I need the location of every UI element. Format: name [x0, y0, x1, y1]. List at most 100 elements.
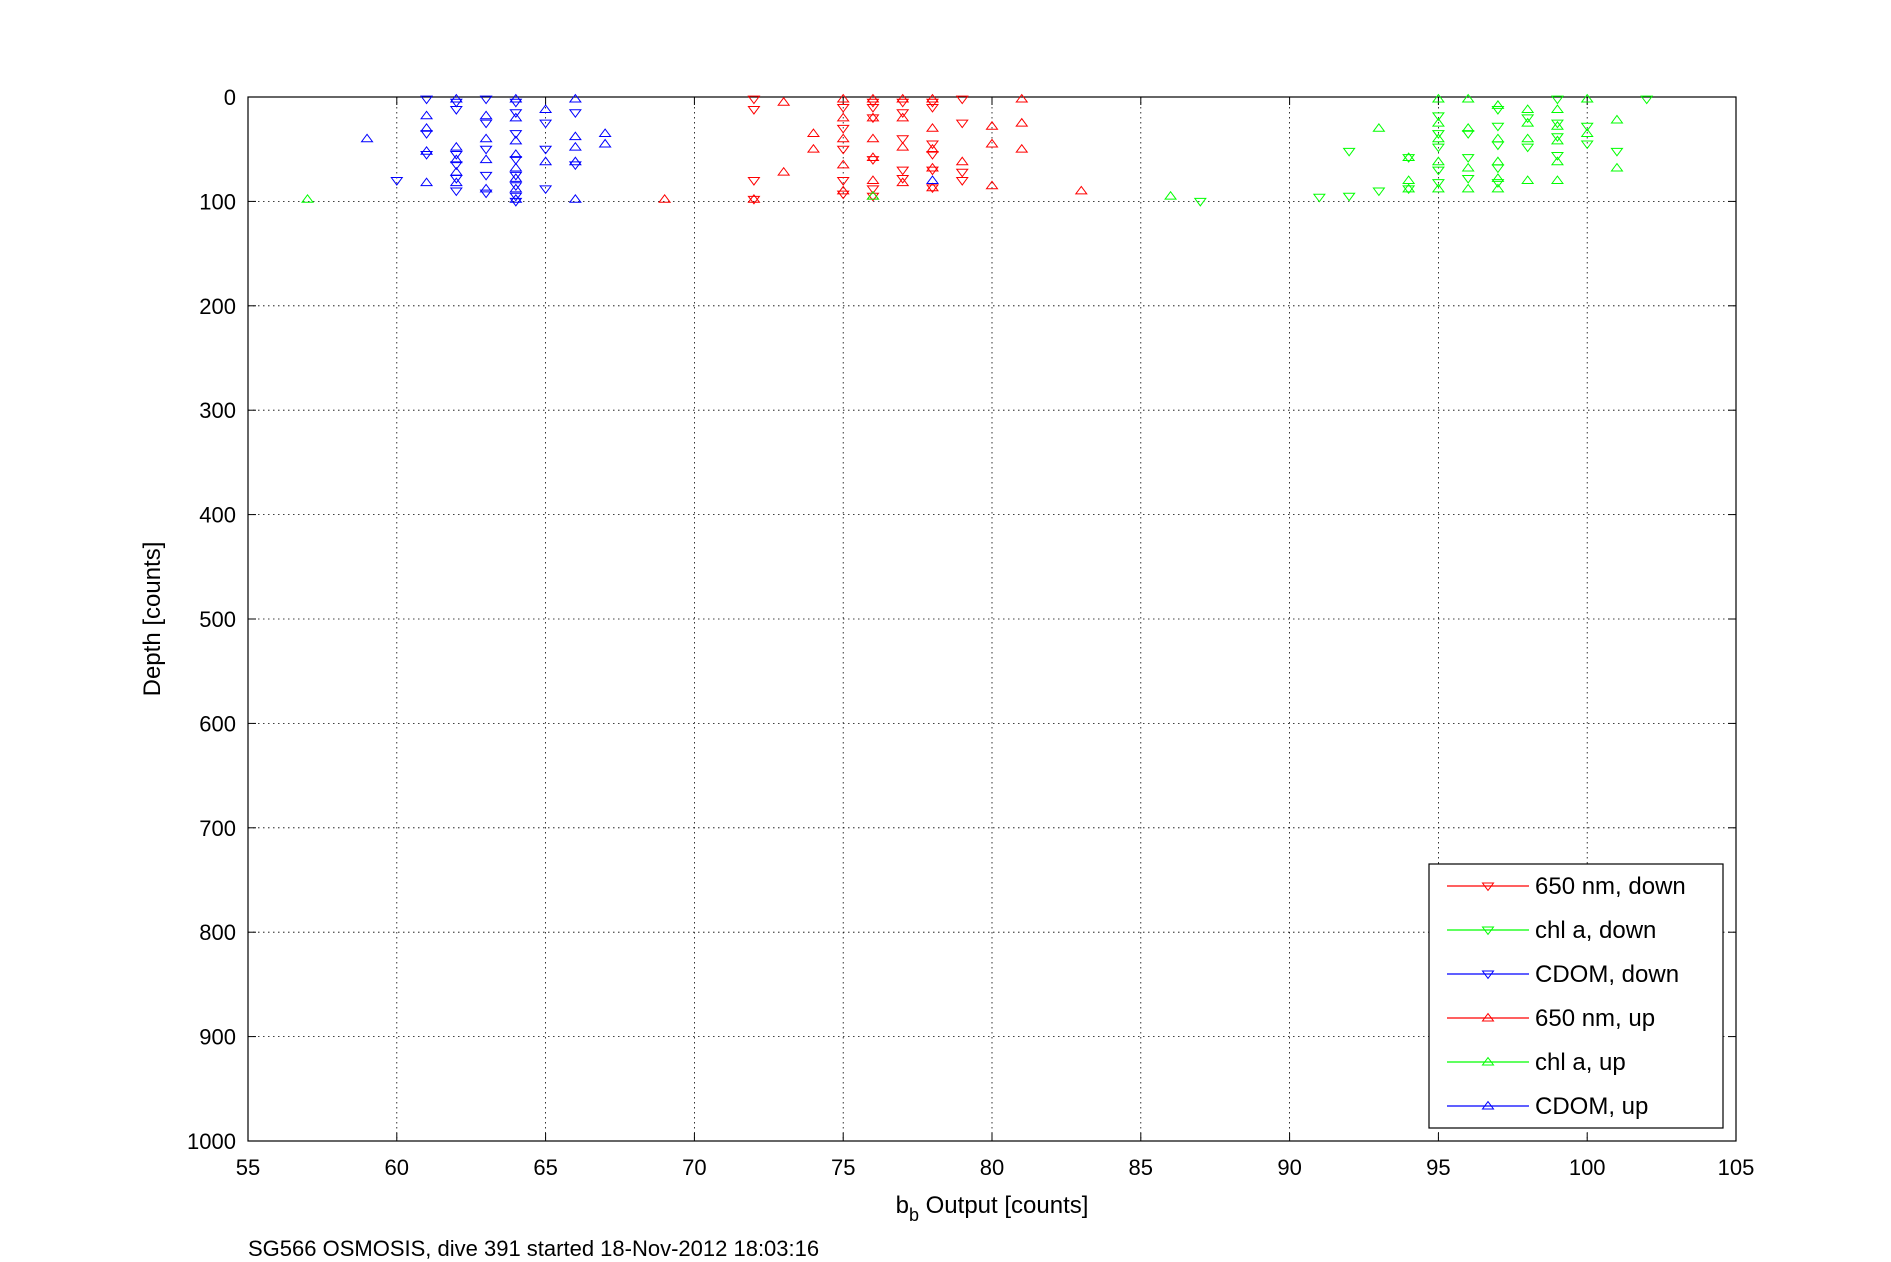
legend-item: chl a, down [1447, 917, 1656, 944]
data-point [568, 93, 582, 103]
data-point [509, 156, 523, 165]
legend: 650 nm, down chl a, down CDOM, down 650 nm,… [1428, 863, 1724, 1129]
x-tick-label: 105 [1718, 1155, 1755, 1180]
series-1 [1193, 95, 1654, 207]
data-point [955, 156, 969, 166]
data-point [1461, 183, 1475, 193]
data-point [836, 124, 850, 134]
data-point [449, 166, 463, 176]
data-point [866, 133, 880, 143]
data-point [509, 98, 523, 108]
data-point [925, 184, 939, 194]
data-point [1491, 179, 1505, 188]
data-point [1550, 119, 1564, 129]
x-axis-label: bb Output [counts] [896, 1192, 1089, 1225]
data-point [449, 177, 463, 187]
x-tick-label: 85 [1129, 1155, 1153, 1180]
x-tick-label: 75 [831, 1155, 855, 1180]
series-2 [390, 95, 582, 207]
data-point [449, 106, 463, 115]
data-point [1431, 179, 1445, 188]
data-point [896, 109, 910, 118]
data-point [747, 177, 761, 186]
data-point [1431, 166, 1445, 176]
data-point [896, 141, 910, 151]
data-point [1610, 162, 1624, 172]
data-point [866, 192, 880, 202]
data-point [479, 133, 493, 143]
data-point [1550, 133, 1564, 142]
data-point [866, 98, 880, 108]
data-point [925, 143, 939, 153]
x-axis-label-subscript: b [909, 1205, 919, 1225]
data-point [479, 171, 493, 181]
data-point [925, 93, 939, 103]
data-point [509, 171, 523, 181]
data-point [985, 138, 999, 148]
series-4 [301, 93, 1624, 203]
data-point [568, 161, 582, 171]
data-point [866, 93, 880, 103]
data-point [449, 93, 463, 103]
data-point [479, 183, 493, 193]
data-point [1521, 117, 1535, 127]
data-point [925, 140, 939, 150]
legend-label: CDOM, up [1535, 1093, 1648, 1120]
data-point [449, 154, 463, 164]
data-point [1074, 185, 1088, 195]
data-point [836, 159, 850, 169]
data-point [420, 123, 434, 132]
y-tick-label: 100 [199, 189, 236, 214]
y-axis-label: Depth [counts] [139, 542, 166, 697]
data-point [1550, 151, 1564, 161]
data-point [1491, 106, 1505, 115]
data-point [1431, 183, 1445, 193]
data-point [1580, 122, 1594, 132]
legend-box [1428, 863, 1724, 1129]
data-point [509, 192, 523, 202]
series-5 [360, 93, 939, 203]
data-point [806, 128, 820, 138]
data-point [1431, 133, 1445, 143]
data-point [509, 149, 523, 158]
data-point [449, 150, 463, 160]
data-point [925, 182, 939, 192]
data-point [777, 166, 791, 176]
data-point [1580, 140, 1594, 150]
data-point [390, 177, 404, 186]
data-point [925, 103, 939, 113]
data-point [747, 106, 761, 115]
data-point [658, 194, 672, 203]
data-point [301, 194, 315, 203]
data-point [836, 145, 850, 155]
x-tick-label: 80 [980, 1155, 1004, 1180]
data-point [1431, 143, 1445, 153]
data-point [1491, 141, 1505, 151]
ticks [247, 96, 1737, 1142]
data-point [449, 161, 463, 171]
data-point [896, 135, 910, 145]
data-point [1402, 152, 1416, 162]
data-point [449, 187, 463, 197]
legend-marker [1481, 1012, 1495, 1022]
x-tick-label: 65 [533, 1155, 557, 1180]
data-point [896, 98, 910, 108]
data-point [1640, 95, 1654, 105]
data-point [747, 194, 761, 203]
data-point [568, 141, 582, 151]
data-point [866, 185, 880, 195]
y-tick-label: 300 [199, 398, 236, 423]
data-point [1491, 122, 1505, 132]
legend-items: 650 nm, down chl a, down CDOM, down 650 nm,… [1447, 873, 1686, 1120]
data-point [896, 112, 910, 122]
legend-marker [1481, 1100, 1495, 1110]
data-point [836, 93, 850, 103]
data-point [836, 103, 850, 113]
data-point [479, 95, 493, 105]
data-point [866, 103, 880, 113]
legend-marker [1481, 882, 1495, 892]
data-point [836, 112, 850, 122]
legend-label: 650 nm, down [1535, 873, 1686, 900]
legend-item: CDOM, down [1447, 961, 1679, 988]
data-point [836, 190, 850, 200]
